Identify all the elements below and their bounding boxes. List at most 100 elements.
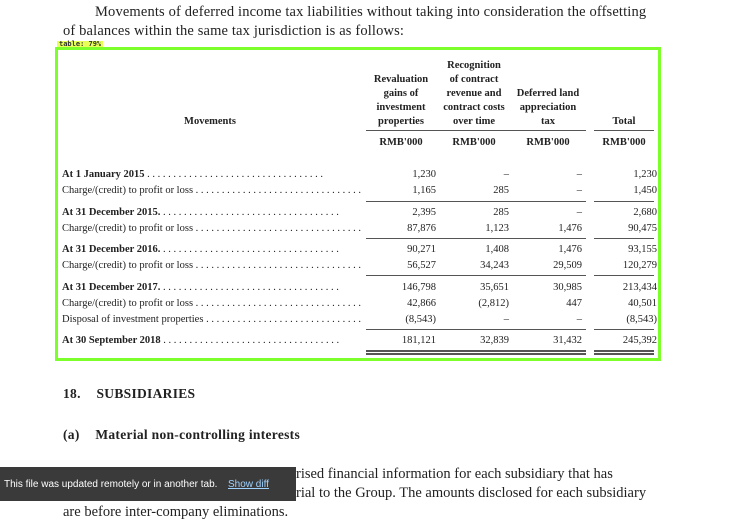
table-cell: (8,543) — [405, 314, 436, 325]
table-cell: 90,475 — [628, 223, 657, 234]
table-cell: 2,680 — [633, 207, 657, 218]
table-cell: – — [576, 185, 582, 196]
table-cell: 1,408 — [485, 244, 509, 255]
subtotal-rule — [594, 201, 654, 202]
column-header-line: Total — [612, 116, 636, 127]
intro-paragraph: Movements of deferred income tax liabili… — [63, 3, 663, 41]
header-underline — [510, 130, 586, 131]
subtotal-rule — [436, 329, 512, 330]
leader-dots: . . . . . . . . . . . . . . . . . . . . … — [206, 314, 362, 325]
row-label: Disposal of investment properties . . . … — [62, 313, 362, 327]
total-double-rule — [366, 350, 436, 352]
intro-line-1: Movements of deferred income tax liabili… — [95, 4, 647, 20]
leader-dots: . . . . . . . . . . . . . . . . . . . . … — [160, 282, 339, 293]
table-cell: 285 — [493, 207, 509, 218]
row-label: At 30 September 2018 . . . . . . . . . .… — [62, 334, 362, 348]
subtotal-rule — [510, 329, 586, 330]
column-header-line: tax — [541, 116, 555, 127]
row-label-text: Charge/(credit) to profit or loss — [62, 223, 194, 234]
subsection-a-heading: (a) Material non-controlling interests — [63, 427, 300, 443]
subtotal-rule — [436, 201, 512, 202]
table-cell: 56,527 — [407, 260, 436, 271]
table-cell: (2,812) — [478, 298, 509, 309]
subtotal-rule — [436, 238, 512, 239]
subtotal-rule — [510, 201, 586, 202]
column-header-line: properties — [378, 116, 424, 127]
leader-dots: . . . . . . . . . . . . . . . . . . . . … — [144, 169, 324, 180]
section-18-heading: 18. SUBSIDIARIES — [63, 386, 195, 402]
table-cell: – — [576, 169, 582, 180]
table-cell: 40,501 — [628, 298, 657, 309]
subsection-label: (a) — [63, 427, 80, 442]
unit-label: RMB'000 — [452, 137, 496, 148]
toast-message: This file was updated remotely or in ano… — [4, 479, 218, 490]
table-cell: 1,165 — [412, 185, 436, 196]
table-cell: 29,509 — [553, 260, 582, 271]
unit-label: RMB'000 — [379, 137, 423, 148]
header-underline — [594, 130, 654, 131]
column-header-line: Deferred land — [516, 88, 580, 99]
column-header-line: revenue and — [446, 88, 502, 99]
table-cell: 35,651 — [480, 282, 509, 293]
header-underline — [366, 130, 436, 131]
subtotal-rule — [366, 238, 436, 239]
remote-update-toast: This file was updated remotely or in ano… — [0, 467, 296, 501]
table-cell: 34,243 — [480, 260, 509, 271]
leader-dots: . . . . . . . . . . . . . . . . . . . . … — [193, 223, 362, 234]
table-cell: 1,230 — [412, 169, 436, 180]
total-double-rule — [436, 353, 512, 355]
row-label-text: At 31 December 2015. — [62, 207, 161, 218]
subsection-title: Material non-controlling interests — [95, 427, 301, 442]
row-label: At 31 December 2016. . . . . . . . . . .… — [62, 243, 362, 257]
table-cell: 2,395 — [412, 207, 436, 218]
movements-header: Movements — [184, 116, 236, 127]
body-line-3: are before inter-company eliminations. — [63, 504, 289, 520]
row-label: Charge/(credit) to profit or loss . . . … — [62, 184, 362, 198]
intro-line-2: of balances within the same tax jurisdic… — [63, 23, 405, 39]
table-cell: 120,279 — [622, 260, 657, 271]
subtotal-rule — [594, 238, 654, 239]
row-label: At 1 January 2015 . . . . . . . . . . . … — [62, 168, 362, 182]
table-cell: 1,476 — [558, 223, 582, 234]
leader-dots: . . . . . . . . . . . . . . . . . . . . … — [193, 260, 362, 271]
subtotal-rule — [510, 238, 586, 239]
table-cell: 90,271 — [407, 244, 436, 255]
leader-dots: . . . . . . . . . . . . . . . . . . . . … — [160, 244, 339, 255]
table-detection-tag: table: 79% — [57, 40, 104, 48]
subtotal-rule — [594, 275, 654, 276]
table-cell: 87,876 — [407, 223, 436, 234]
column-header-line: Revaluation — [373, 74, 429, 85]
body-line-1: rised financial information for each sub… — [296, 466, 613, 482]
section-title: SUBSIDIARIES — [96, 386, 196, 401]
total-double-rule — [510, 350, 586, 352]
leader-dots: . . . . . . . . . . . . . . . . . . . . … — [193, 185, 362, 196]
table-cell: – — [503, 314, 509, 325]
table-cell: 42,866 — [407, 298, 436, 309]
unit-label: RMB'000 — [526, 137, 570, 148]
column-header-line: gains of — [383, 88, 419, 99]
table-cell: 146,798 — [401, 282, 436, 293]
table-cell: 285 — [493, 185, 509, 196]
column-header-line: over time — [452, 116, 496, 127]
unit-label: RMB'000 — [602, 137, 646, 148]
total-double-rule — [366, 353, 436, 355]
row-label-text: Charge/(credit) to profit or loss — [62, 260, 194, 271]
column-header-line: investment — [376, 102, 426, 113]
table-cell: (8,543) — [626, 314, 657, 325]
total-double-rule — [594, 350, 654, 352]
total-double-rule — [510, 353, 586, 355]
row-label: Charge/(credit) to profit or loss . . . … — [62, 259, 362, 273]
row-label: Charge/(credit) to profit or loss . . . … — [62, 222, 362, 236]
table-cell: – — [503, 169, 509, 180]
table-cell: 1,476 — [558, 244, 582, 255]
table-cell: 245,392 — [622, 335, 657, 346]
table-cell: 32,839 — [480, 335, 509, 346]
table-cell: 1,450 — [633, 185, 657, 196]
row-label-text: Charge/(credit) to profit or loss — [62, 298, 194, 309]
row-label: Charge/(credit) to profit or loss . . . … — [62, 297, 362, 311]
table-cell: – — [576, 314, 582, 325]
subtotal-rule — [510, 275, 586, 276]
header-underline — [436, 130, 512, 131]
show-diff-link[interactable]: Show diff — [228, 479, 269, 490]
subtotal-rule — [366, 275, 436, 276]
